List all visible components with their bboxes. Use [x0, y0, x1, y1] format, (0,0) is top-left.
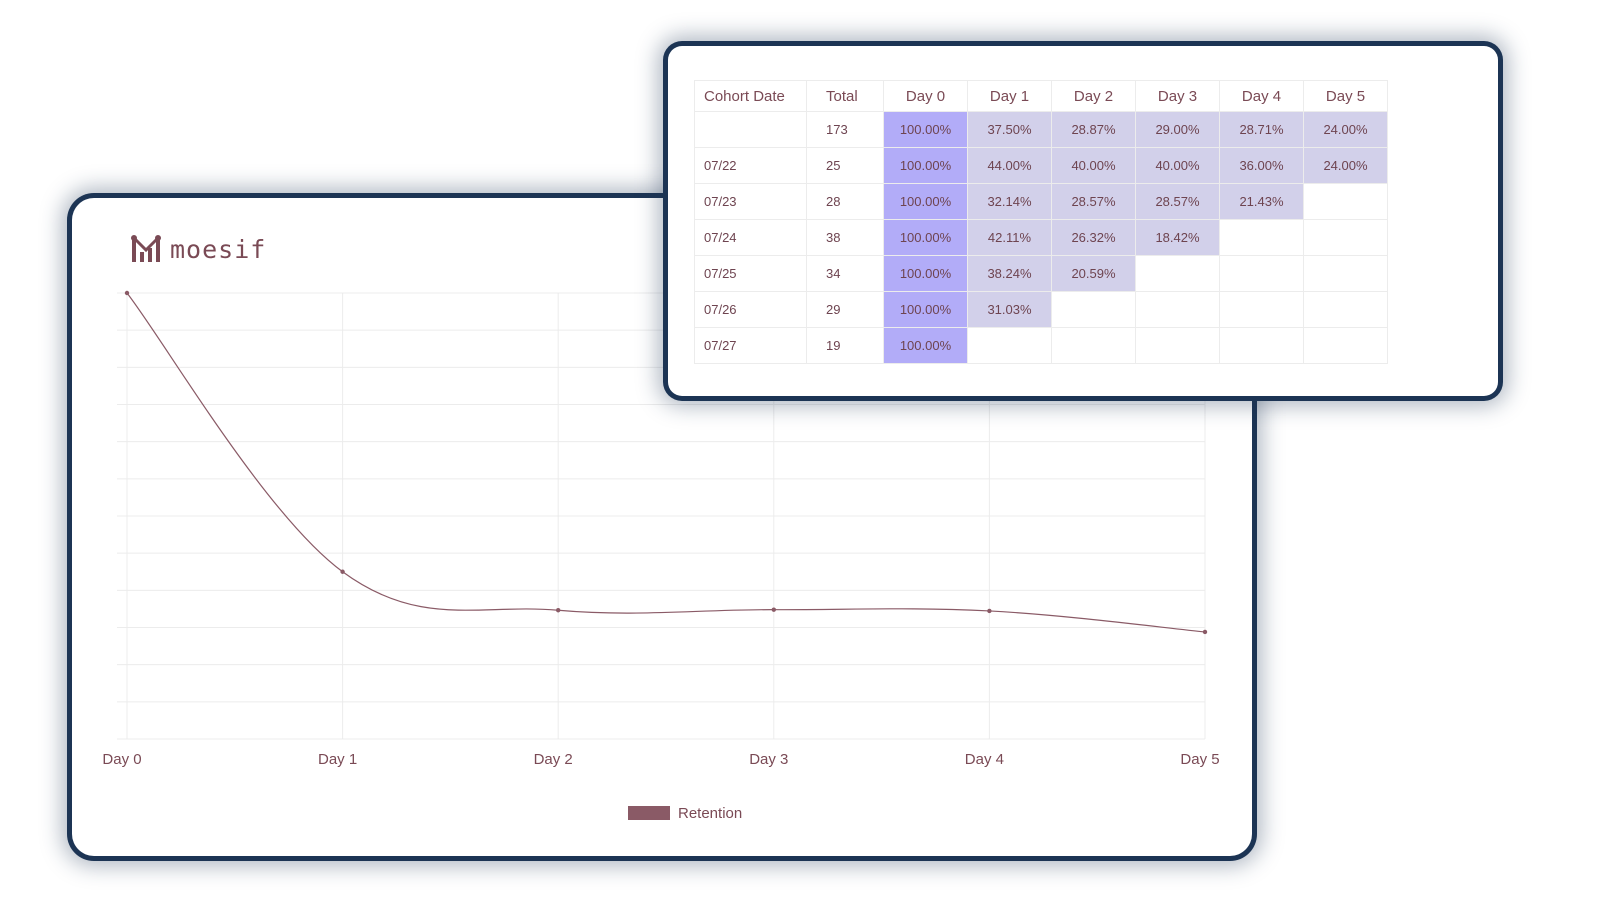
retention-cell-day-1: 31.03%	[968, 292, 1052, 328]
cohort-retention-table: Cohort Date Total Day 0 Day 1 Day 2 Day …	[694, 80, 1388, 364]
table-header-row: Cohort Date Total Day 0 Day 1 Day 2 Day …	[695, 81, 1388, 112]
header-cohort-date[interactable]: Cohort Date	[695, 81, 807, 112]
retention-cell-day-3: 40.00%	[1136, 148, 1220, 184]
header-day-4[interactable]: Day 4	[1220, 81, 1304, 112]
retention-cell-day-0: 100.00%	[884, 292, 968, 328]
retention-cell-day-1: 32.14%	[968, 184, 1052, 220]
table-row: 07/26 29 100.00% 31.03%	[695, 292, 1388, 328]
retention-cell-day-0: 100.00%	[884, 184, 968, 220]
retention-cell-day-5	[1304, 256, 1388, 292]
table-row: 07/24 38 100.00% 42.11% 26.32% 18.42%	[695, 220, 1388, 256]
retention-cell-day-3: 29.00%	[1136, 112, 1220, 148]
table-row: 07/22 25 100.00% 44.00% 40.00% 40.00% 36.00% 24…	[695, 148, 1388, 184]
retention-cell-day-3	[1136, 256, 1220, 292]
cohort-date-cell: 07/26	[695, 292, 807, 328]
retention-cell-day-5	[1304, 184, 1388, 220]
retention-cell-day-2: 28.87%	[1052, 112, 1136, 148]
cohort-total-cell: 34	[807, 256, 884, 292]
x-tick-label: Day 2	[534, 751, 573, 768]
retention-cell-day-0: 100.00%	[884, 148, 968, 184]
x-tick-label: Day 0	[102, 751, 141, 768]
retention-cell-day-2: 28.57%	[1052, 184, 1136, 220]
retention-cell-day-0: 100.00%	[884, 256, 968, 292]
cohort-date-cell: 07/27	[695, 328, 807, 364]
retention-cell-day-5: 24.00%	[1304, 148, 1388, 184]
x-tick-label: Day 3	[749, 751, 788, 768]
cohort-date-cell: 07/22	[695, 148, 807, 184]
table-row: 07/23 28 100.00% 32.14% 28.57% 28.57% 21.43%	[695, 184, 1388, 220]
header-day-1[interactable]: Day 1	[968, 81, 1052, 112]
table-row: 07/27 19 100.00%	[695, 328, 1388, 364]
data-point-day-4	[987, 609, 991, 613]
retention-cell-day-1: 38.24%	[968, 256, 1052, 292]
retention-cell-day-0: 100.00%	[884, 112, 968, 148]
legend-label-retention: Retention	[678, 805, 742, 822]
retention-cell-day-1: 37.50%	[968, 112, 1052, 148]
retention-cell-day-3: 28.57%	[1136, 184, 1220, 220]
retention-cell-day-5	[1304, 292, 1388, 328]
retention-cell-day-2	[1052, 328, 1136, 364]
cohort-total-cell: 25	[807, 148, 884, 184]
retention-cell-day-3	[1136, 328, 1220, 364]
retention-cell-day-2: 20.59%	[1052, 256, 1136, 292]
retention-cell-day-2: 26.32%	[1052, 220, 1136, 256]
retention-cell-day-3: 18.42%	[1136, 220, 1220, 256]
cohort-date-cell	[695, 112, 807, 148]
cohort-date-cell: 07/24	[695, 220, 807, 256]
retention-cell-day-5	[1304, 328, 1388, 364]
cohort-total-cell: 173	[807, 112, 884, 148]
header-day-2[interactable]: Day 2	[1052, 81, 1136, 112]
retention-cell-day-4	[1220, 220, 1304, 256]
header-total[interactable]: Total	[807, 81, 884, 112]
retention-cell-day-2: 40.00%	[1052, 148, 1136, 184]
table-row: 173 100.00% 37.50% 28.87% 29.00% 28.71% 24.00%	[695, 112, 1388, 148]
retention-cell-day-1: 44.00%	[968, 148, 1052, 184]
retention-cell-day-0: 100.00%	[884, 328, 968, 364]
retention-cell-day-4	[1220, 256, 1304, 292]
retention-cell-day-4: 28.71%	[1220, 112, 1304, 148]
cohort-total-cell: 38	[807, 220, 884, 256]
retention-cell-day-5	[1304, 220, 1388, 256]
data-point-day-0	[125, 291, 129, 295]
header-day-5[interactable]: Day 5	[1304, 81, 1388, 112]
cohort-total-cell: 28	[807, 184, 884, 220]
retention-cell-day-4: 21.43%	[1220, 184, 1304, 220]
retention-cell-day-5: 24.00%	[1304, 112, 1388, 148]
x-tick-label: Day 4	[965, 751, 1004, 768]
retention-cell-day-2	[1052, 292, 1136, 328]
retention-cell-day-4	[1220, 292, 1304, 328]
data-point-day-1	[340, 570, 344, 574]
data-point-day-3	[772, 607, 776, 611]
header-day-3[interactable]: Day 3	[1136, 81, 1220, 112]
data-point-day-2	[556, 608, 560, 612]
cohort-date-cell: 07/25	[695, 256, 807, 292]
cohort-date-cell: 07/23	[695, 184, 807, 220]
x-tick-label: Day 1	[318, 751, 357, 768]
retention-cell-day-3	[1136, 292, 1220, 328]
x-tick-label: Day 5	[1180, 751, 1219, 768]
cohort-total-cell: 29	[807, 292, 884, 328]
retention-cell-day-4: 36.00%	[1220, 148, 1304, 184]
retention-cell-day-1	[968, 328, 1052, 364]
retention-cell-day-1: 42.11%	[968, 220, 1052, 256]
data-point-day-5	[1203, 630, 1207, 634]
retention-cell-day-0: 100.00%	[884, 220, 968, 256]
legend-swatch-retention	[628, 806, 670, 820]
table-row: 07/25 34 100.00% 38.24% 20.59%	[695, 256, 1388, 292]
header-day-0[interactable]: Day 0	[884, 81, 968, 112]
retention-cell-day-4	[1220, 328, 1304, 364]
cohort-table-card: Cohort Date Total Day 0 Day 1 Day 2 Day …	[668, 46, 1498, 396]
cohort-total-cell: 19	[807, 328, 884, 364]
